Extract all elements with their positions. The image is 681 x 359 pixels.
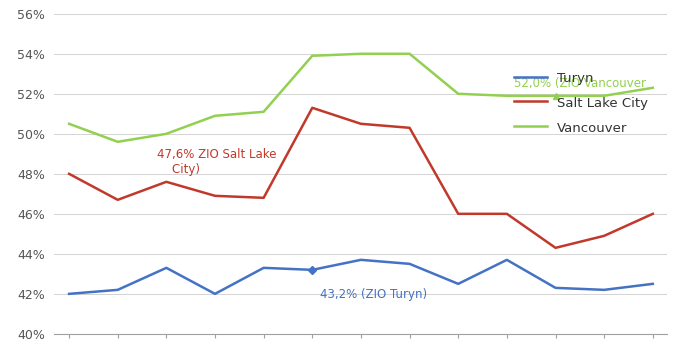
Turyn xyxy=(552,286,560,290)
Turyn xyxy=(211,292,219,296)
Vancouver xyxy=(600,94,608,98)
Vancouver xyxy=(649,86,657,90)
Line: Salt Lake City: Salt Lake City xyxy=(69,108,653,248)
Line: Vancouver: Vancouver xyxy=(69,54,653,142)
Salt Lake City xyxy=(649,212,657,216)
Turyn xyxy=(454,282,462,286)
Salt Lake City xyxy=(259,196,268,200)
Text: 43,2% (ZIO Turyn): 43,2% (ZIO Turyn) xyxy=(319,288,427,301)
Vancouver xyxy=(308,53,317,58)
Vancouver xyxy=(259,109,268,114)
Turyn xyxy=(162,266,170,270)
Salt Lake City xyxy=(454,212,462,216)
Turyn xyxy=(649,282,657,286)
Text: 47,6% ZIO Salt Lake
    City): 47,6% ZIO Salt Lake City) xyxy=(157,148,276,176)
Line: Turyn: Turyn xyxy=(69,260,653,294)
Legend: Turyn, Salt Lake City, Vancouver: Turyn, Salt Lake City, Vancouver xyxy=(509,66,654,140)
Salt Lake City xyxy=(600,234,608,238)
Turyn xyxy=(503,258,511,262)
Vancouver xyxy=(65,122,73,126)
Salt Lake City xyxy=(65,172,73,176)
Turyn xyxy=(600,288,608,292)
Vancouver xyxy=(454,92,462,96)
Salt Lake City xyxy=(211,194,219,198)
Salt Lake City xyxy=(552,246,560,250)
Turyn xyxy=(114,288,122,292)
Turyn xyxy=(308,268,317,272)
Vancouver xyxy=(114,140,122,144)
Salt Lake City xyxy=(308,106,317,110)
Vancouver xyxy=(211,114,219,118)
Salt Lake City xyxy=(405,126,413,130)
Salt Lake City xyxy=(162,180,170,184)
Vancouver xyxy=(552,94,560,98)
Salt Lake City xyxy=(357,122,365,126)
Vancouver xyxy=(357,52,365,56)
Vancouver xyxy=(162,132,170,136)
Turyn xyxy=(259,266,268,270)
Turyn xyxy=(357,258,365,262)
Salt Lake City xyxy=(503,212,511,216)
Vancouver xyxy=(503,94,511,98)
Turyn xyxy=(65,292,73,296)
Turyn xyxy=(405,262,413,266)
Vancouver xyxy=(405,52,413,56)
Salt Lake City xyxy=(114,198,122,202)
Text: 52,0% (ZIO Vancouver: 52,0% (ZIO Vancouver xyxy=(514,77,646,90)
